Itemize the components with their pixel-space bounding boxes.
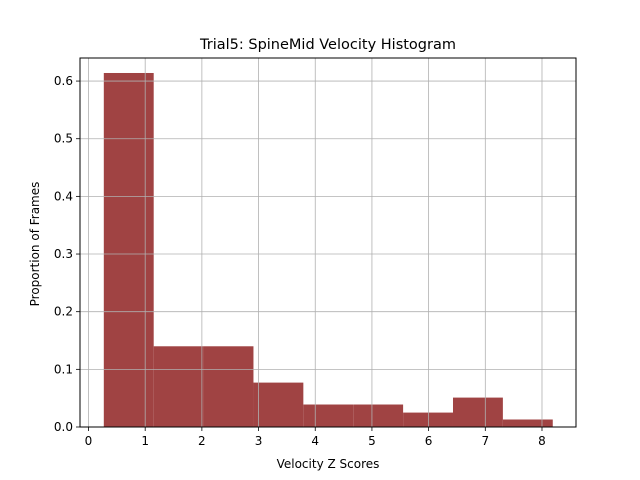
x-tick-label: 7	[481, 434, 489, 448]
histogram-bar-1	[103, 72, 154, 427]
histogram-bar-8	[452, 397, 503, 427]
x-tick-label: 0	[85, 434, 93, 448]
y-tick-label: 0.6	[54, 74, 73, 88]
histogram-bar-9	[502, 419, 553, 427]
x-axis-label: Velocity Z Scores	[277, 457, 380, 471]
y-tick-label: 0.0	[54, 420, 73, 434]
y-axis-ticks: 0.0 0.1 0.2 0.3 0.4 0.5 0.6	[54, 74, 80, 434]
x-tick-label: 3	[255, 434, 263, 448]
chart-title: Trial5: SpineMid Velocity Histogram	[199, 37, 456, 53]
x-axis-ticks: 0 1 2 3 4 5 6 7 8	[85, 427, 546, 448]
histogram-bar-6	[353, 404, 404, 427]
histogram-bar-2	[153, 346, 204, 427]
y-axis-label: Proportion of Frames	[28, 182, 42, 307]
plot-frame	[79, 57, 577, 428]
x-tick-label: 4	[311, 434, 319, 448]
histogram-bar-4	[253, 382, 304, 427]
x-tick-label: 5	[368, 434, 376, 448]
y-tick-label: 0.2	[54, 305, 73, 319]
x-tick-label: 2	[198, 434, 206, 448]
x-tick-label: 6	[425, 434, 433, 448]
y-tick-label: 0.3	[54, 247, 73, 261]
x-tick-label: 1	[141, 434, 149, 448]
x-tick-label: 8	[538, 434, 546, 448]
histogram-bar-5	[303, 404, 354, 427]
histogram-bar-7	[403, 412, 453, 427]
y-tick-label: 0.5	[54, 132, 73, 146]
y-tick-label: 0.1	[54, 362, 73, 376]
y-tick-label: 0.4	[54, 189, 73, 203]
histogram-bar-3	[203, 346, 254, 427]
